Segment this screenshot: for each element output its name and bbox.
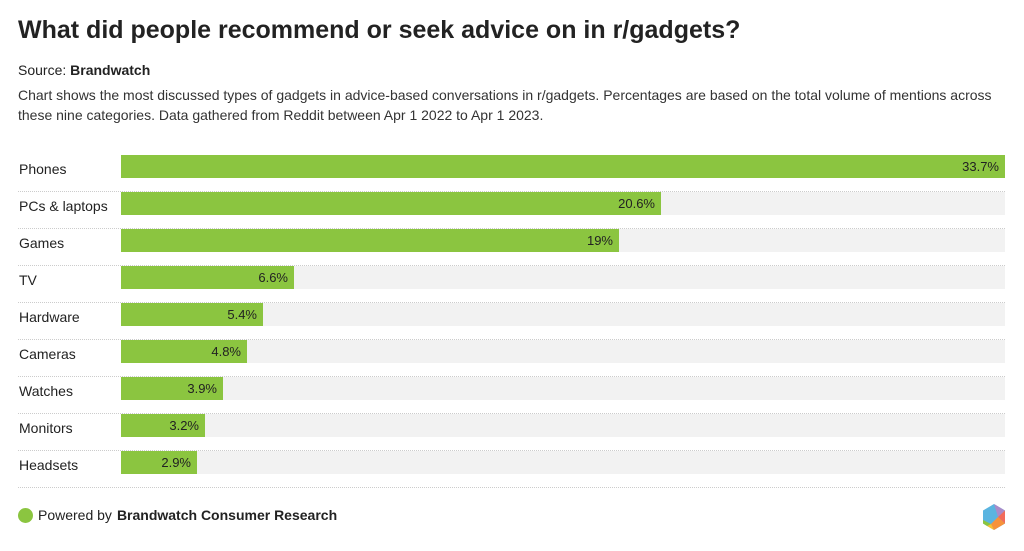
category-label: Monitors [19, 420, 73, 436]
bar [121, 414, 205, 437]
brand-dot-icon [18, 507, 33, 523]
value-label: 33.7% [962, 159, 999, 174]
row-separator [18, 302, 1005, 303]
row-separator [18, 376, 1005, 377]
bar [121, 192, 661, 215]
bar-row: Phones 33.7% [18, 155, 1005, 192]
category-label: Cameras [19, 346, 76, 362]
bar-row: Games 19% [18, 229, 1005, 266]
bar [121, 155, 1005, 178]
chart-description: Chart shows the most discussed types of … [18, 87, 992, 123]
row-separator [18, 228, 1005, 229]
value-label: 20.6% [618, 196, 655, 211]
row-separator [18, 265, 1005, 266]
value-label: 2.9% [161, 455, 191, 470]
bar [121, 229, 619, 252]
bar-row: TV 6.6% [18, 266, 1005, 303]
category-label: Headsets [19, 457, 79, 473]
bar-row: Headsets 2.9% [18, 451, 1005, 488]
bar-track: 5.4% [121, 303, 1005, 326]
category-label: Hardware [19, 309, 80, 325]
source-label: Source: [18, 62, 67, 78]
bar-track: 2.9% [121, 451, 1005, 474]
bar-track: 33.7% [121, 155, 1005, 178]
value-label: 6.6% [258, 270, 288, 285]
source-name: Brandwatch [70, 62, 151, 78]
row-separator [18, 450, 1005, 451]
brandwatch-logo-icon [983, 504, 1005, 530]
category-label: Watches [19, 383, 73, 399]
bar-row: Cameras 4.8% [18, 340, 1005, 377]
bar [121, 340, 247, 363]
bar-track: 19% [121, 229, 1005, 252]
row-separator [18, 191, 1005, 192]
category-label: Phones [19, 161, 67, 177]
bar-row: Hardware 5.4% [18, 303, 1005, 340]
footer: Powered by Brandwatch Consumer Research [18, 507, 337, 523]
bar [121, 303, 263, 326]
value-label: 4.8% [211, 344, 241, 359]
brand-name: Brandwatch Consumer Research [116, 507, 338, 523]
bar-track: 3.2% [121, 414, 1005, 437]
value-label: 5.4% [227, 307, 257, 322]
bar [121, 451, 197, 474]
source-line: Source: Brandwatch [18, 62, 150, 78]
category-label: Games [19, 235, 65, 251]
bar-track: 4.8% [121, 340, 1005, 363]
bar-track: 20.6% [121, 192, 1005, 215]
bar [121, 266, 294, 289]
bar-row: Monitors 3.2% [18, 414, 1005, 451]
bar-row: PCs & laptops 20.6% [18, 192, 1005, 229]
bar-track: 6.6% [121, 266, 1005, 289]
bar-track: 3.9% [121, 377, 1005, 400]
row-separator [18, 339, 1005, 340]
value-label: 3.9% [187, 381, 217, 396]
bar-row: Watches 3.9% [18, 377, 1005, 414]
row-separator [18, 413, 1005, 414]
value-label: 3.2% [169, 418, 199, 433]
bar [121, 377, 223, 400]
powered-by-label: Powered by [38, 507, 112, 523]
chart-title: What did people recommend or seek advice… [18, 16, 741, 44]
value-label: 19% [586, 233, 613, 248]
category-label: TV [19, 272, 37, 288]
row-separator [18, 487, 1005, 488]
category-label: PCs & laptops [19, 198, 108, 214]
